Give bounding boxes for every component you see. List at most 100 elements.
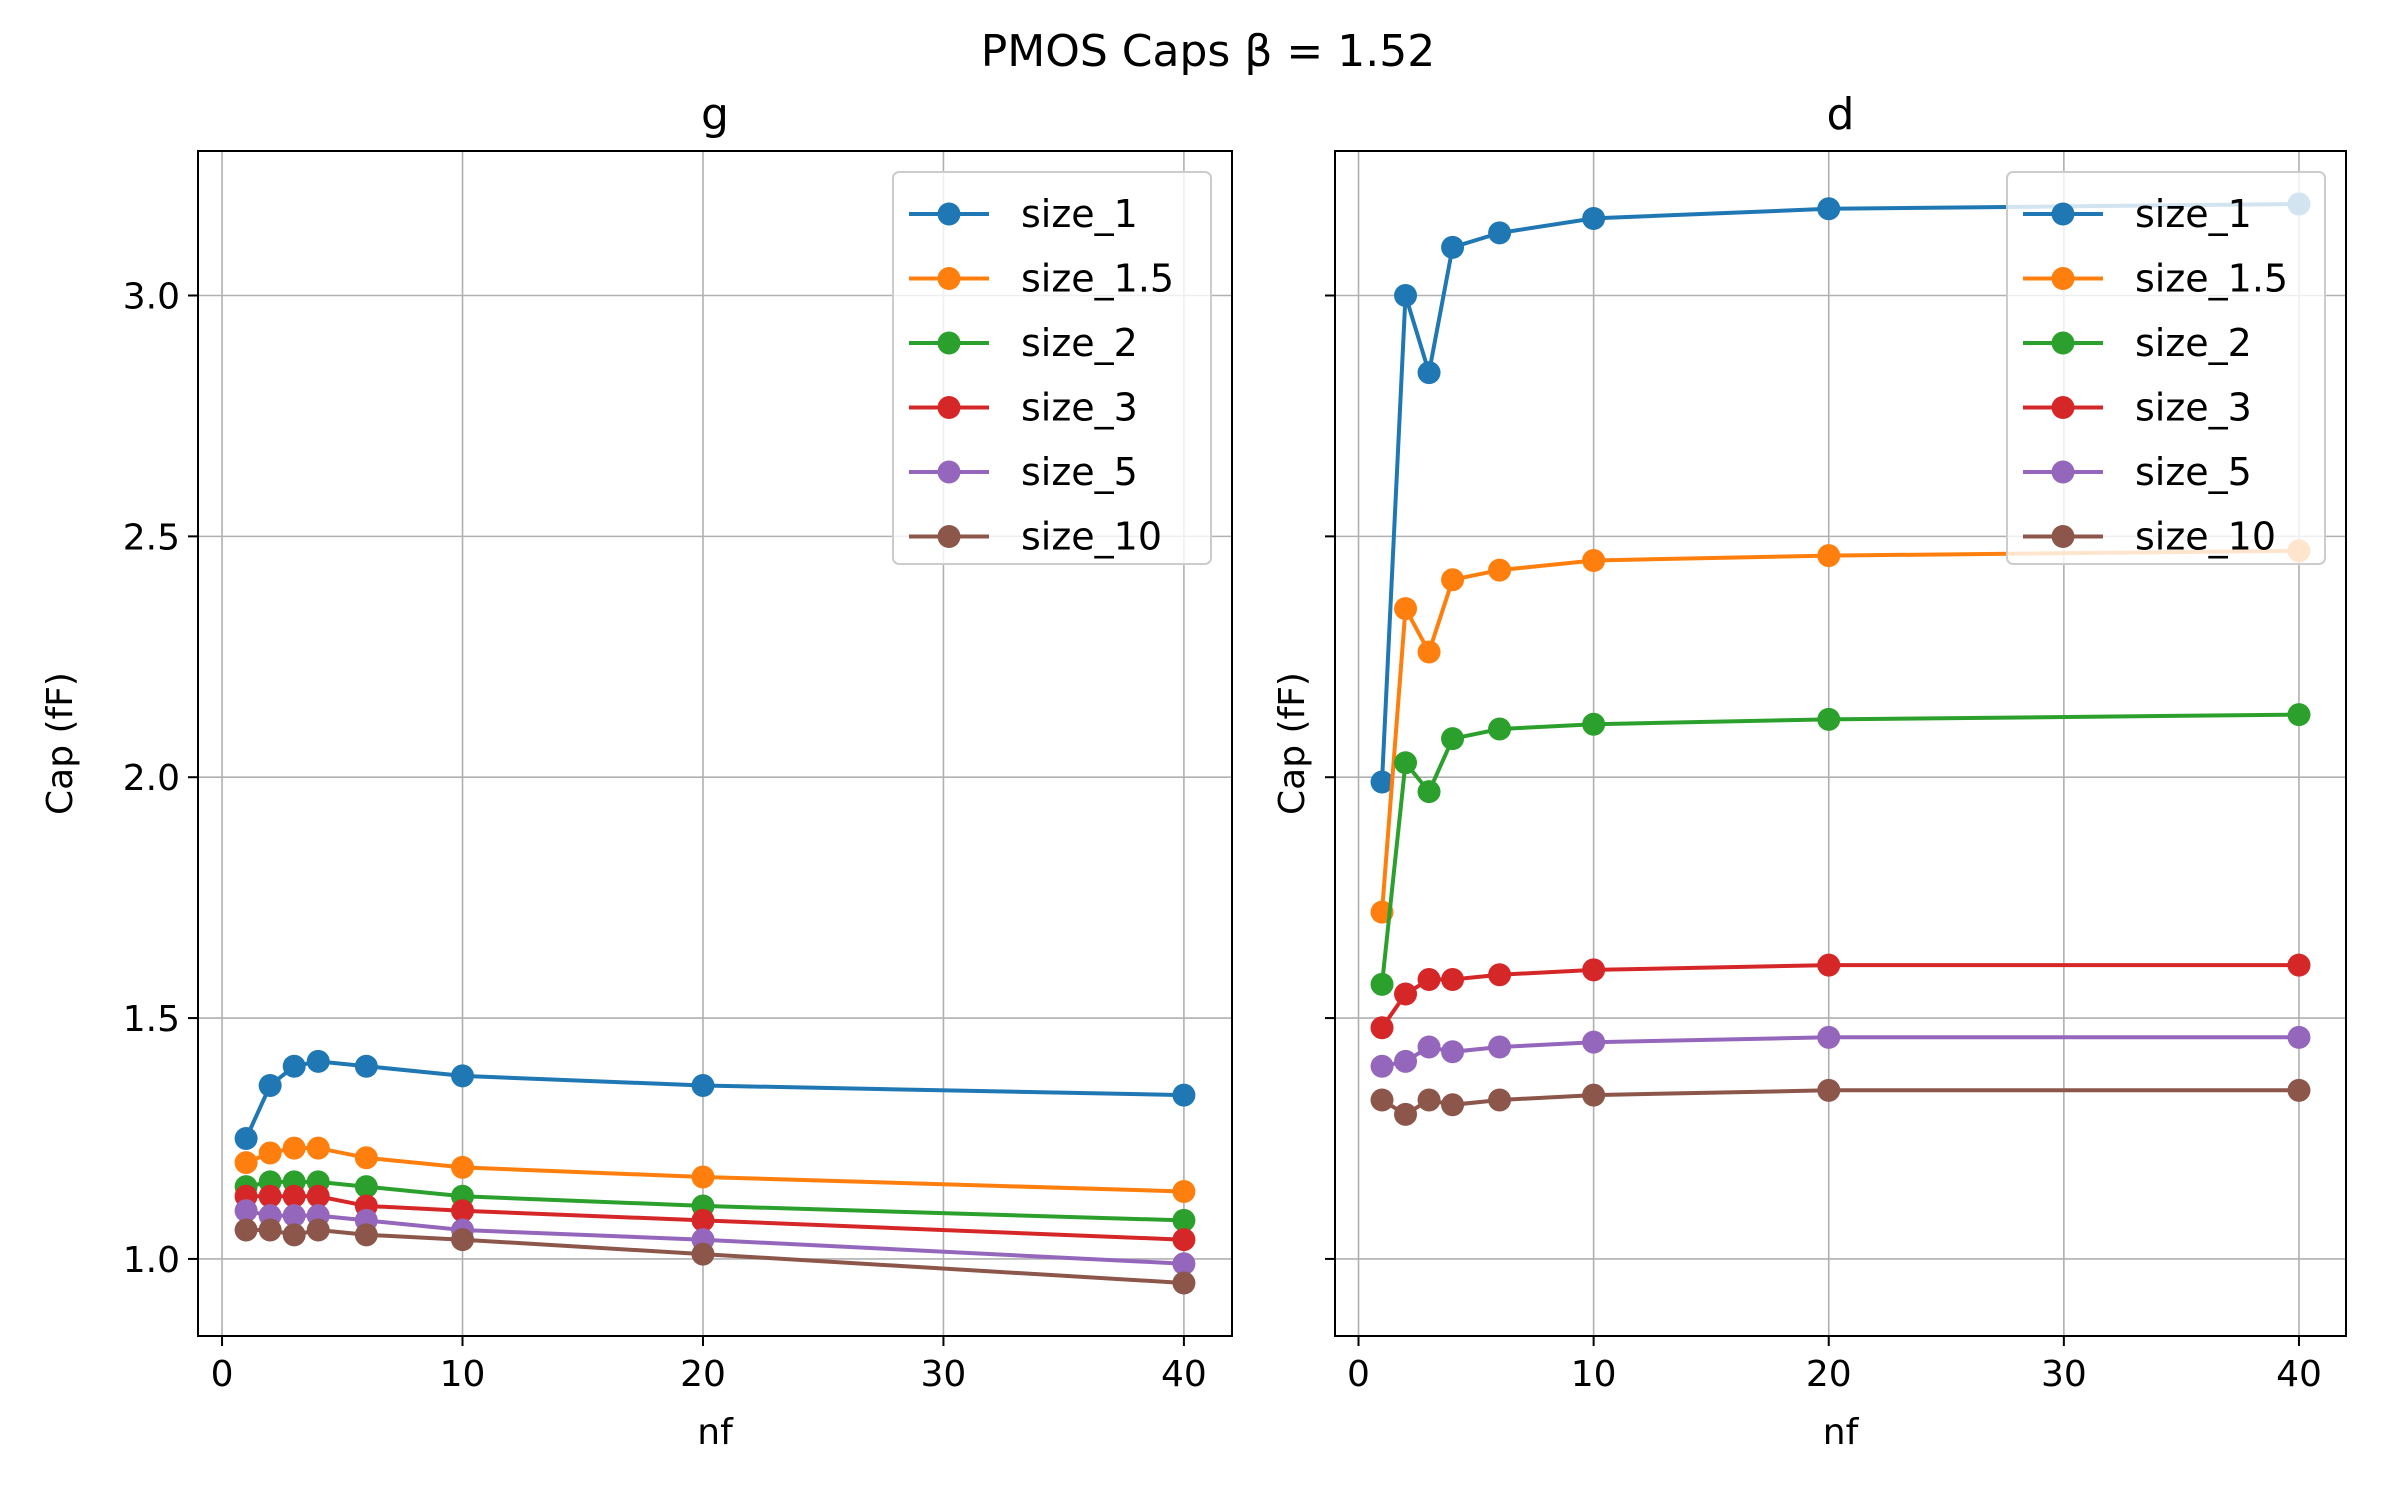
x-tick-label: 0 xyxy=(1347,1354,1370,1395)
data-point xyxy=(354,1175,378,1199)
data-point xyxy=(1394,1049,1418,1073)
y-tick-label: 3.0 xyxy=(123,277,180,318)
data-point xyxy=(1817,953,1841,977)
data-point xyxy=(1817,544,1841,568)
x-tick-label: 10 xyxy=(440,1354,486,1395)
data-point xyxy=(1582,1083,1606,1107)
x-tick-label: 30 xyxy=(921,1354,967,1395)
data-point xyxy=(1488,558,1512,582)
panel-title: g xyxy=(701,89,729,140)
data-point xyxy=(1582,1030,1606,1054)
data-point xyxy=(1441,1040,1465,1064)
axes-frame xyxy=(1334,150,2347,1337)
data-point xyxy=(1817,197,1841,221)
data-point xyxy=(282,1223,306,1247)
figure-title: PMOS Caps β = 1.52 xyxy=(981,26,1435,77)
data-point xyxy=(1417,640,1441,664)
data-point xyxy=(2287,703,2311,727)
data-point xyxy=(1488,1035,1512,1059)
panel-d: 0 10 20 30 40 d nf Cap (fF) size_1 size_1.5 size_2… xyxy=(1272,89,2347,1453)
data-point xyxy=(258,1218,282,1242)
series-size_10 xyxy=(1370,1078,2311,1126)
data-point xyxy=(354,1223,378,1247)
legend-entry: size_1.5 xyxy=(909,257,1174,301)
data-point xyxy=(1417,780,1441,804)
panel-g: 0 10 20 30 40 1.0 1.5 2.0 2.5 3.0 g nf Cap (fF) size_… xyxy=(40,89,1233,1453)
data-point xyxy=(451,1228,475,1252)
data-point xyxy=(1488,717,1512,741)
series-size_5 xyxy=(1370,1025,2311,1078)
series-size_1.5 xyxy=(234,1136,1196,1203)
legend-label: size_2 xyxy=(1021,321,1138,365)
axes-frame xyxy=(197,150,1233,1337)
legend-marker xyxy=(2051,331,2075,355)
data-point xyxy=(1582,206,1606,230)
data-point xyxy=(1441,235,1465,259)
data-point xyxy=(1441,1093,1465,1117)
legend-marker xyxy=(937,267,961,290)
y-axis-label: Cap (fF) xyxy=(40,672,81,815)
x-tick-label: 30 xyxy=(2041,1354,2087,1395)
series-size_2 xyxy=(1370,703,2311,996)
legend-label: size_3 xyxy=(2135,386,2252,430)
series-size_3 xyxy=(234,1184,1196,1252)
legend-entry: size_3 xyxy=(909,386,1138,430)
data-point xyxy=(306,1218,330,1242)
legend-marker xyxy=(2051,525,2075,548)
data-point xyxy=(1582,712,1606,736)
legend-label: size_1.5 xyxy=(1021,257,1174,301)
legend-entry: size_10 xyxy=(2023,515,2276,559)
data-point xyxy=(1441,568,1465,592)
data-point xyxy=(354,1054,378,1078)
y-axis-label: Cap (fF) xyxy=(1272,672,1313,815)
legend-entry: size_10 xyxy=(909,515,1162,559)
data-point xyxy=(1172,1208,1196,1232)
y-tick-label: 2.5 xyxy=(123,517,180,558)
data-point xyxy=(234,1127,258,1150)
legend-marker xyxy=(2051,202,2075,226)
data-point xyxy=(1582,958,1606,982)
legend-label: size_10 xyxy=(2135,515,2276,559)
x-axis-label: nf xyxy=(697,1412,734,1453)
legend-box xyxy=(2006,171,2326,565)
legend-entry: size_2 xyxy=(2023,321,2252,365)
series-size_1 xyxy=(234,1049,1196,1150)
data-point xyxy=(451,1155,475,1179)
x-tick-label: 10 xyxy=(1571,1354,1617,1395)
legend-entry: size_1 xyxy=(909,192,1138,236)
data-point xyxy=(1394,597,1418,621)
data-point xyxy=(1394,751,1418,775)
data-point xyxy=(1370,1054,1394,1078)
data-point xyxy=(1582,548,1606,572)
data-point xyxy=(282,1136,306,1160)
legend-marker xyxy=(2051,460,2075,484)
data-point xyxy=(1417,1088,1441,1112)
legend-entry: size_3 xyxy=(2023,386,2252,430)
data-point xyxy=(1488,963,1512,987)
legend-label: size_1 xyxy=(1021,192,1138,236)
data-point xyxy=(1370,1016,1394,1040)
x-tick-label: 0 xyxy=(211,1354,234,1395)
legend-marker xyxy=(937,331,961,355)
data-point xyxy=(354,1146,378,1170)
data-point xyxy=(234,1199,258,1223)
data-point xyxy=(2287,1025,2311,1049)
data-point xyxy=(691,1242,715,1266)
y-tick-label: 1.0 xyxy=(123,1240,180,1281)
legend-marker xyxy=(937,525,961,548)
legend: size_1 size_1.5 size_2 size_3 size_5 size_10 xyxy=(2006,171,2326,565)
legend-entry: size_5 xyxy=(2023,450,2252,494)
data-point xyxy=(258,1074,282,1098)
data-point xyxy=(234,1218,258,1242)
data-point xyxy=(282,1184,306,1208)
data-point xyxy=(1441,968,1465,992)
data-point xyxy=(306,1049,330,1073)
x-axis-label: nf xyxy=(1823,1412,1860,1453)
data-point xyxy=(282,1204,306,1228)
legend-label: size_5 xyxy=(1021,450,1138,494)
data-point xyxy=(1370,1088,1394,1112)
data-point xyxy=(451,1064,475,1088)
data-point xyxy=(1441,727,1465,751)
data-point xyxy=(1172,1271,1196,1295)
